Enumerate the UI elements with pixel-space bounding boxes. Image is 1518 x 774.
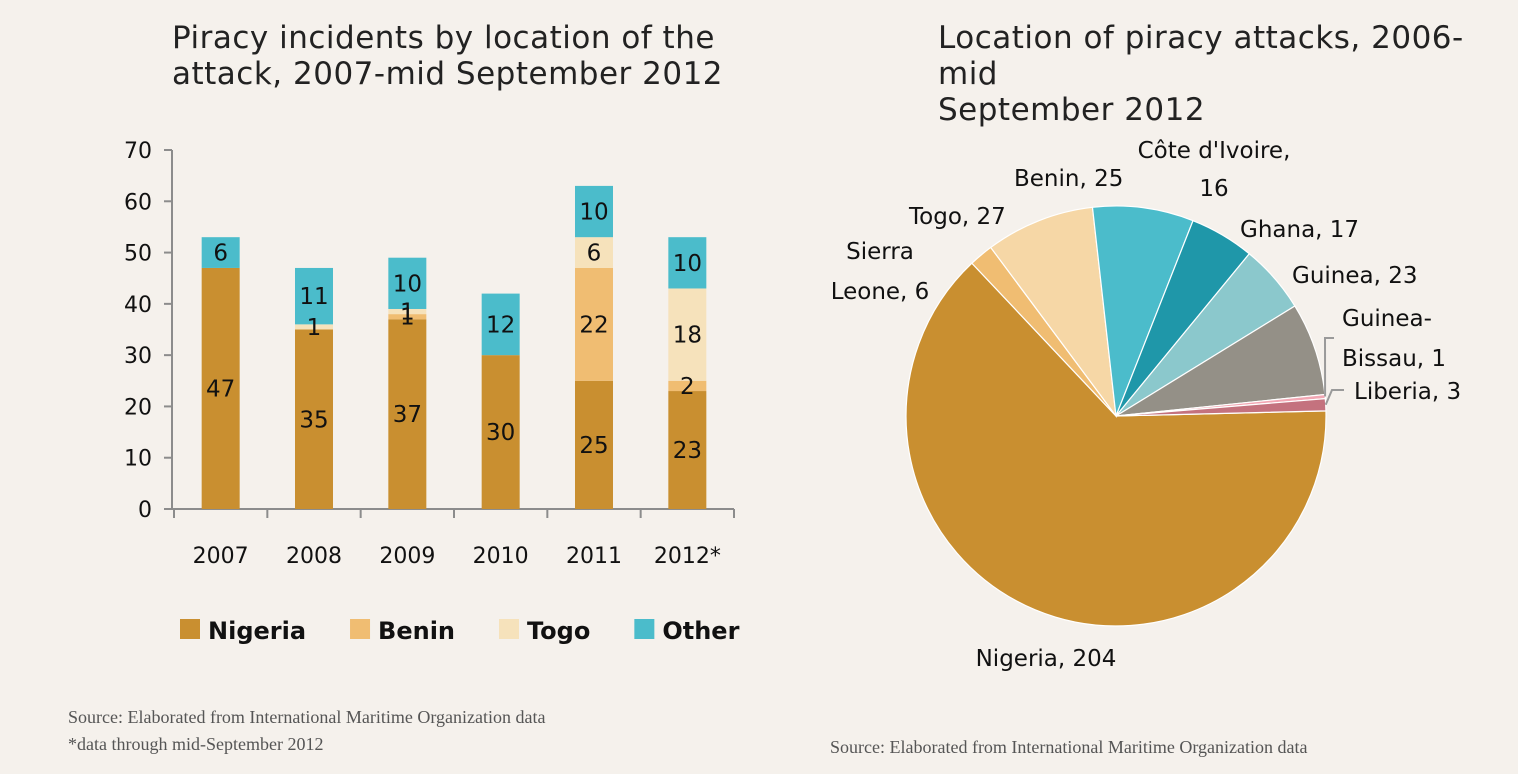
bar-other-2012 [668, 237, 707, 289]
leader-line-guinea-bissau [1323, 337, 1334, 397]
data-label-benin-2011: 22 [579, 312, 608, 338]
pie-slice-benin [1091, 205, 1194, 417]
bar-chart-panel: Piracy incidents by location of the atta… [68, 20, 742, 758]
legend-swatch-other [634, 619, 655, 639]
bar-other-2011 [575, 185, 613, 238]
bar-togo-2012 [668, 288, 707, 381]
data-label-benin-2012: 2 [680, 374, 695, 400]
bar-chart-title-line-2: attack, 2007-mid September 2012 [172, 56, 724, 92]
legend-label-nigeria: Nigeria [208, 617, 306, 645]
pie-slice-togo [989, 206, 1117, 419]
legend-label-other: Other [662, 617, 739, 645]
data-label-togo-2012: 18 [673, 323, 702, 349]
y-tick-label: 30 [124, 344, 152, 369]
bar-nigeria-2011 [575, 380, 613, 509]
bar-nigeria-2010 [481, 355, 520, 509]
bar-togo-2008 [295, 324, 333, 330]
data-label-other-2011: 10 [579, 200, 608, 226]
bar-chart-title: Piracy incidents by location of the atta… [172, 20, 742, 92]
bar-nigeria-2009 [388, 319, 427, 509]
data-label-nigeria-2009: 37 [393, 402, 422, 428]
data-label-togo-2008: 1 [307, 315, 322, 341]
bar-other-2008 [295, 267, 333, 325]
pie-slice-liberia [1115, 397, 1327, 417]
data-label-togo-2011: 6 [587, 241, 602, 267]
pie-label-nigeria: Nigeria, 204 [976, 646, 1117, 672]
bar-benin-2012 [668, 380, 707, 392]
legend-swatch-nigeria [180, 619, 200, 639]
bar-source-line-1: Source: Elaborated from International Ma… [68, 707, 546, 727]
x-tick-label: 2008 [286, 544, 342, 569]
bar-nigeria-2008 [295, 329, 333, 509]
bar-benin-2011 [575, 267, 613, 381]
pie-label-cote-d-ivoire-line-2: 16 [1199, 176, 1228, 202]
x-tick-label: 2009 [379, 544, 435, 569]
pie-label-guinea-bissau-line-2: Bissau, 1 [1342, 346, 1446, 372]
pie-label-liberia: Liberia, 3 [1354, 379, 1461, 405]
y-tick-label: 10 [124, 447, 152, 472]
bar-other-2007 [201, 237, 240, 268]
y-tick-label: 70 [124, 139, 152, 164]
pie-label-togo: Togo, 27 [908, 204, 1006, 230]
bar-chart-title-line-1: Piracy incidents by location of the [172, 20, 715, 56]
pie-chart-title: Location of piracy attacks, 2006-mid Sep… [938, 20, 1518, 128]
pie-slice-nigeria [905, 262, 1327, 627]
legend-label-togo: Togo [527, 617, 590, 645]
legend-swatch-benin [350, 619, 371, 639]
pie-label-sierra-leone-line-2: Leone, 6 [831, 279, 930, 305]
pie-label-cote-d-ivoire-line-1: Côte d'Ivoire, [1138, 138, 1291, 164]
bar-other-2009 [388, 257, 427, 309]
data-label-togo-2009: 1 [400, 300, 415, 326]
x-tick-label: 2011 [566, 544, 622, 569]
data-label-nigeria-2010: 30 [486, 420, 515, 446]
pie-label-guinea: Guinea, 23 [1292, 263, 1418, 289]
y-tick-label: 0 [138, 498, 152, 523]
pie-chart-panel: Location of piracy attacks, 2006-mid Sep… [760, 0, 1518, 774]
data-label-nigeria-2012: 23 [673, 438, 702, 464]
y-tick-label: 50 [124, 242, 152, 267]
legend-swatch-togo [499, 619, 519, 639]
bar-chart: 0102030405060702007476200835111200937111… [124, 139, 740, 645]
leader-line-liberia [1324, 389, 1344, 406]
pie-label-guinea-bissau-line-1: Guinea- [1342, 306, 1432, 332]
pie-chart: Nigeria, 204 Sierra Leone, 6 Togo, 27 Benin,… [831, 138, 1461, 672]
bar-chart-source: Source: Elaborated from International Ma… [68, 704, 546, 758]
data-label-other-2007: 6 [213, 241, 228, 267]
bar-nigeria-2007 [201, 267, 240, 509]
legend-label-benin: Benin [378, 617, 455, 645]
bar-source-line-2: *data through mid-September 2012 [68, 734, 324, 754]
data-label-other-2008: 11 [299, 284, 328, 310]
data-label-nigeria-2011: 25 [579, 433, 608, 459]
data-label-other-2009: 10 [393, 271, 422, 297]
data-label-nigeria-2007: 47 [206, 376, 235, 402]
bar-benin-2009 [388, 314, 427, 320]
y-tick-label: 60 [124, 190, 152, 215]
data-label-other-2012: 10 [673, 251, 702, 277]
pie-chart-title-line-2: September 2012 [938, 92, 1206, 128]
pie-label-benin: Benin, 25 [1014, 166, 1123, 192]
bar-togo-2011 [575, 237, 613, 268]
data-label-other-2010: 12 [486, 312, 515, 338]
bar-togo-2009 [388, 308, 427, 315]
pie-chart-source: Source: Elaborated from International Ma… [830, 737, 1308, 757]
y-tick-label: 20 [124, 395, 152, 420]
x-tick-label: 2007 [193, 544, 249, 569]
pie-chart-title-line-1: Location of piracy attacks, 2006-mid [938, 20, 1464, 92]
x-tick-label: 2010 [473, 544, 529, 569]
x-tick-label: 2012* [654, 544, 721, 569]
pie-label-ghana: Ghana, 17 [1240, 217, 1359, 243]
data-label-nigeria-2008: 35 [299, 407, 328, 433]
bar-nigeria-2012 [668, 391, 707, 509]
pie-label-sierra-leone-line-1: Sierra [846, 239, 914, 265]
y-tick-label: 40 [124, 293, 152, 318]
data-label-benin-2009: 1 [400, 305, 415, 331]
bar-other-2010 [481, 293, 520, 356]
